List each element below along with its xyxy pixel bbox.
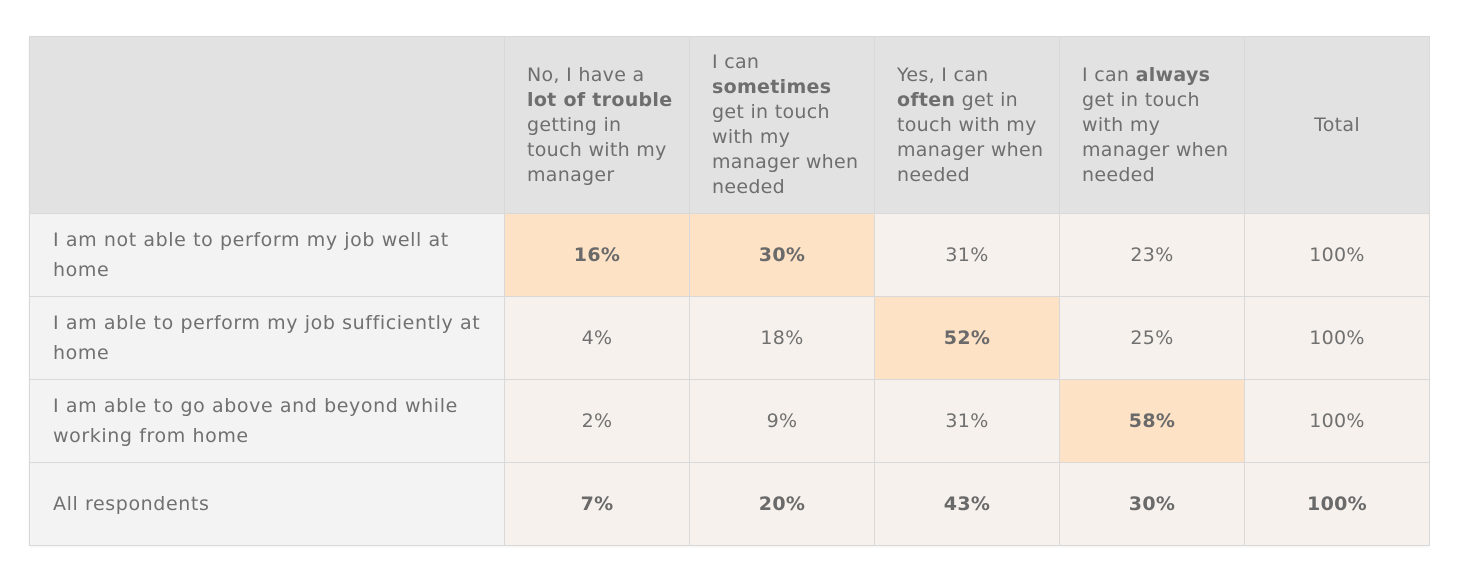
header-sometimes: I can sometimes get in touch with my man… xyxy=(689,36,875,214)
table-row: I am not able to perform my job well at … xyxy=(29,213,1430,297)
table-body: I am not able to perform my job well at … xyxy=(29,213,1430,546)
table-header: No, I have a lot of trouble getting in t… xyxy=(29,36,1430,214)
cell-lot-of-trouble: 16% xyxy=(504,213,690,297)
header-row: No, I have a lot of trouble getting in t… xyxy=(29,36,1430,214)
header-total: Total xyxy=(1244,36,1430,214)
summary-row: All respondents 7% 20% 43% 30% 100% xyxy=(29,462,1430,546)
table-row: I am able to perform my job sufficiently… xyxy=(29,296,1430,380)
cell-often: 52% xyxy=(874,296,1060,380)
cell-lot-of-trouble: 4% xyxy=(504,296,690,380)
row-label: I am not able to perform my job well at … xyxy=(29,213,505,297)
cell-sometimes: 20% xyxy=(689,462,875,546)
cell-sometimes: 18% xyxy=(689,296,875,380)
cell-always: 58% xyxy=(1059,379,1245,463)
header-often: Yes, I can often get in touch with my ma… xyxy=(874,36,1060,214)
header-always: I can always get in touch with my manage… xyxy=(1059,36,1245,214)
results-table-container: No, I have a lot of trouble getting in t… xyxy=(29,36,1430,546)
header-lot-of-trouble: No, I have a lot of trouble getting in t… xyxy=(504,36,690,214)
cell-sometimes: 30% xyxy=(689,213,875,297)
cell-total: 100% xyxy=(1244,379,1430,463)
row-label: I am able to go above and beyond while w… xyxy=(29,379,505,463)
cell-always: 23% xyxy=(1059,213,1245,297)
cell-total: 100% xyxy=(1244,213,1430,297)
row-label: All respondents xyxy=(29,462,505,546)
results-table: No, I have a lot of trouble getting in t… xyxy=(29,36,1430,546)
cell-often: 43% xyxy=(874,462,1060,546)
table-row: I am able to go above and beyond while w… xyxy=(29,379,1430,463)
cell-lot-of-trouble: 2% xyxy=(504,379,690,463)
cell-total: 100% xyxy=(1244,462,1430,546)
cell-always: 25% xyxy=(1059,296,1245,380)
cell-sometimes: 9% xyxy=(689,379,875,463)
cell-total: 100% xyxy=(1244,296,1430,380)
cell-lot-of-trouble: 7% xyxy=(504,462,690,546)
header-empty-cell xyxy=(29,36,505,214)
row-label: I am able to perform my job sufficiently… xyxy=(29,296,505,380)
cell-often: 31% xyxy=(874,379,1060,463)
cell-always: 30% xyxy=(1059,462,1245,546)
cell-often: 31% xyxy=(874,213,1060,297)
